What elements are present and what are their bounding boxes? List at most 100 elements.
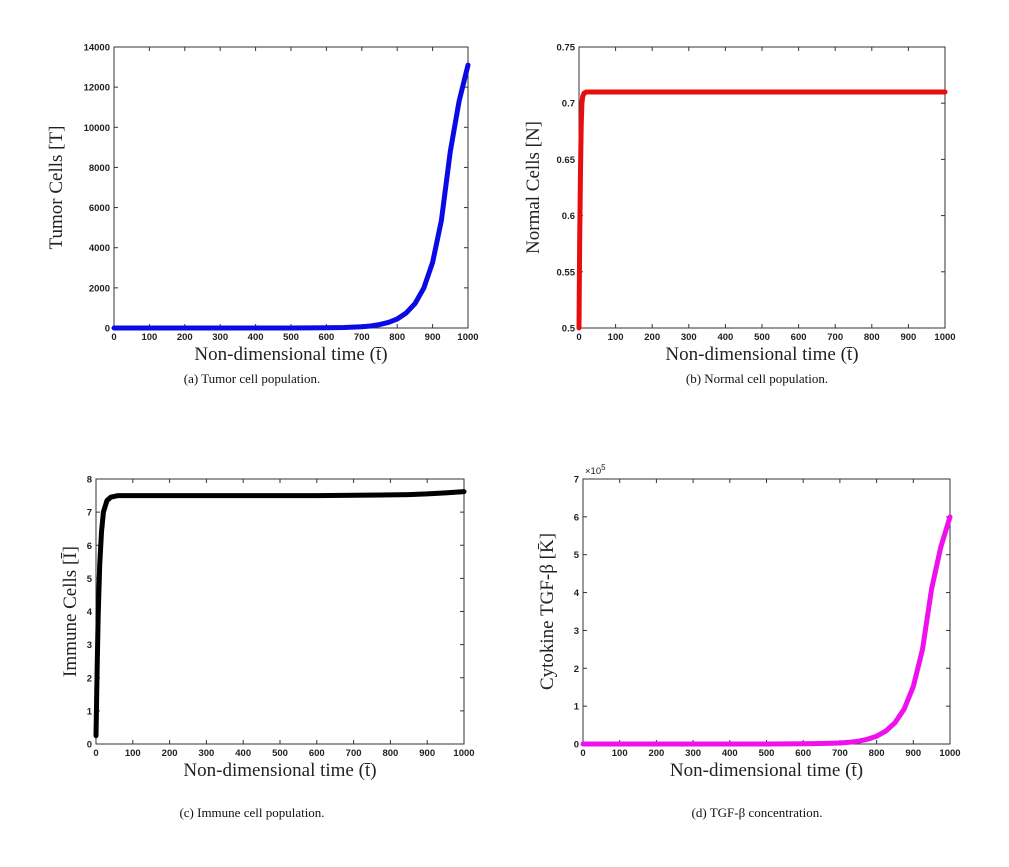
chart-b-x-tick-label: 100 — [608, 332, 624, 343]
chart-b-x-tick-label: 0 — [576, 332, 581, 343]
chart-c-x-tick-label: 500 — [272, 748, 288, 759]
chart-b-x-tick-label: 600 — [791, 332, 807, 343]
chart-b-x-tick-label: 700 — [827, 332, 843, 343]
chart-a-x-tick-label: 700 — [354, 332, 370, 343]
chart-c-y-axis-label: Immune Cells [Ī] — [60, 546, 81, 677]
chart-c-y-tick-label: 5 — [87, 574, 93, 585]
chart-d-caption: (d) TGF-β concentration. — [691, 805, 823, 820]
chart-b-y-tick-label: 0.55 — [557, 267, 576, 278]
chart-c-y-tick-label: 3 — [87, 640, 92, 651]
chart-b-x-tick-label: 500 — [754, 332, 770, 343]
chart-a-x-axis-label: Non-dimensional time (t̄) — [194, 344, 387, 365]
chart-d-x-tick-label: 1000 — [939, 748, 960, 759]
chart-b-x-tick-label: 400 — [717, 332, 733, 343]
chart-c-y-tick-label: 7 — [87, 508, 92, 519]
chart-a-y-tick-label: 4000 — [89, 243, 110, 254]
chart-b-plot-frame — [578, 46, 946, 329]
chart-a-x-tick-label: 0 — [111, 332, 116, 343]
chart-d-y-tick-label: 0 — [574, 740, 579, 751]
chart-c-caption: (c) Immune cell population. — [179, 805, 325, 820]
chart-b-x-tick-label: 800 — [864, 332, 880, 343]
chart-c-x-tick-label: 200 — [162, 748, 178, 759]
chart-c-x-tick-label: 0 — [93, 748, 98, 759]
chart-b-x-tick-label: 900 — [900, 332, 916, 343]
chart-c-x-tick-label: 700 — [346, 748, 362, 759]
chart-a-y-tick-label: 6000 — [89, 203, 110, 214]
chart-a-y-tick-label: 2000 — [89, 283, 110, 294]
chart-d-x-tick-label: 800 — [869, 748, 885, 759]
chart-a-x-tick-label: 1000 — [457, 332, 478, 343]
chart-c-svg: 0 100 200 300 400 500 600 700 800 900 1000 0 1 2 3 4 5 6 7… — [60, 475, 475, 782]
chart-b-caption: (b) Normal cell population. — [685, 371, 829, 386]
chart-d-x-tick-label: 600 — [795, 748, 811, 759]
chart-d-y-tick-label: 5 — [574, 550, 580, 561]
chart-c-x-tick-label: 300 — [198, 748, 214, 759]
chart-b-x-tick-label: 1000 — [934, 332, 955, 343]
chart-d-x-tick-label: 700 — [832, 748, 848, 759]
chart-d-svg: 0 100 200 300 400 500 600 700 800 900 1000 0 1 2 3 4 5 6 7… — [537, 463, 961, 781]
chart-panel-d: 0 100 200 300 400 500 600 700 800 900 1000 0 1 2 3 4 5 6 7… — [505, 434, 1009, 867]
chart-d-x-tick-label: 0 — [580, 748, 585, 759]
chart-a-svg: 0 100 200 300 400 500 600 700 800 900 100002000400… — [46, 43, 479, 366]
chart-a-x-tick-label: 100 — [141, 332, 157, 343]
chart-a-y-tick-label: 8000 — [89, 163, 110, 174]
chart-c-y-tick-label: 1 — [87, 706, 93, 717]
chart-b-x-tick-label: 300 — [681, 332, 697, 343]
chart-b-x-axis-label: Non-dimensional time (t̄) — [665, 344, 858, 365]
chart-c-x-tick-label: 400 — [235, 748, 251, 759]
chart-d-x-tick-label: 100 — [612, 748, 628, 759]
chart-d-x-tick-label: 400 — [722, 748, 738, 759]
chart-b-y-axis-label: Normal Cells [N] — [523, 121, 544, 254]
chart-a-x-tick-label: 300 — [212, 332, 228, 343]
chart-a-y-tick-label: 10000 — [84, 123, 110, 134]
chart-b-y-tick-label: 0.5 — [562, 324, 576, 335]
chart-a-y-tick-label: 14000 — [84, 43, 110, 54]
chart-a-series-line-0 — [111, 62, 471, 331]
chart-a-x-tick-label: 400 — [248, 332, 264, 343]
chart-d-y-tick-label: 2 — [574, 664, 579, 675]
chart-d-y-tick-label: 3 — [574, 626, 579, 637]
chart-c-x-axis-label: Non-dimensional time (t̄) — [183, 760, 376, 781]
chart-d-y-tick-label: 1 — [574, 702, 580, 713]
chart-d-y-tick-label: 6 — [574, 512, 579, 523]
chart-c-y-tick-label: 4 — [87, 607, 93, 618]
chart-panel-b: 0 100 200 300 400 500 600 700 800 900 1000 0.5 0.55 0… — [505, 0, 1009, 433]
chart-a-y-tick-label: 0 — [105, 324, 110, 335]
chart-c-plot-frame — [95, 478, 465, 745]
chart-c-x-tick-label: 900 — [419, 748, 435, 759]
chart-a-caption: (a) Tumor cell population. — [183, 371, 321, 386]
chart-d-series-line-0 — [580, 514, 953, 747]
chart-b-svg: 0 100 200 300 400 500 600 700 800 900 1000 0.5 0.55 0… — [523, 43, 956, 366]
chart-c-x-tick-label: 600 — [309, 748, 325, 759]
chart-c-x-tick-label: 800 — [382, 748, 398, 759]
chart-d-y-scale-exponent: 5 — [601, 463, 606, 472]
chart-b-y-tick-label: 0.75 — [557, 43, 576, 54]
chart-b-y-tick-label: 0.65 — [557, 155, 576, 166]
chart-d-y-axis-label: Cytokine TGF-β [K̄] — [537, 533, 558, 690]
chart-c-series-line-0 — [93, 489, 467, 739]
chart-d-y-tick-label: 4 — [574, 588, 580, 599]
chart-d-x-axis-label: Non-dimensional time (t̄) — [670, 760, 863, 781]
chart-d-y-tick-label: 7 — [574, 475, 579, 486]
chart-c-x-tick-label: 100 — [125, 748, 141, 759]
chart-panel-a: 0 100 200 300 400 500 600 700 800 900 1000 0 2000 400… — [0, 0, 504, 433]
chart-a-plot-frame — [113, 46, 469, 329]
chart-a-y-axis-label: Tumor Cells [T] — [46, 126, 67, 250]
chart-c-y-tick-label: 2 — [87, 673, 92, 684]
chart-b-x-tick-label: 200 — [644, 332, 660, 343]
chart-a-x-tick-label: 500 — [283, 332, 299, 343]
chart-d-plot-frame — [582, 478, 951, 745]
chart-d-y-scale-multiplier: ×105 — [585, 463, 606, 477]
chart-c-x-tick-label: 1000 — [453, 748, 474, 759]
chart-c-y-tick-label: 6 — [87, 541, 92, 552]
chart-a-x-tick-label: 800 — [389, 332, 405, 343]
chart-b-y-tick-label: 0.6 — [562, 211, 575, 222]
chart-b-series-line-0 — [576, 89, 948, 331]
chart-a-x-tick-label: 200 — [177, 332, 193, 343]
chart-c-y-tick-label: 8 — [87, 475, 92, 486]
chart-a-y-tick-label: 12000 — [84, 83, 110, 94]
chart-d-x-tick-label: 200 — [648, 748, 664, 759]
chart-a-x-tick-label: 600 — [318, 332, 334, 343]
chart-d-x-tick-label: 900 — [905, 748, 921, 759]
chart-d-x-tick-label: 300 — [685, 748, 701, 759]
